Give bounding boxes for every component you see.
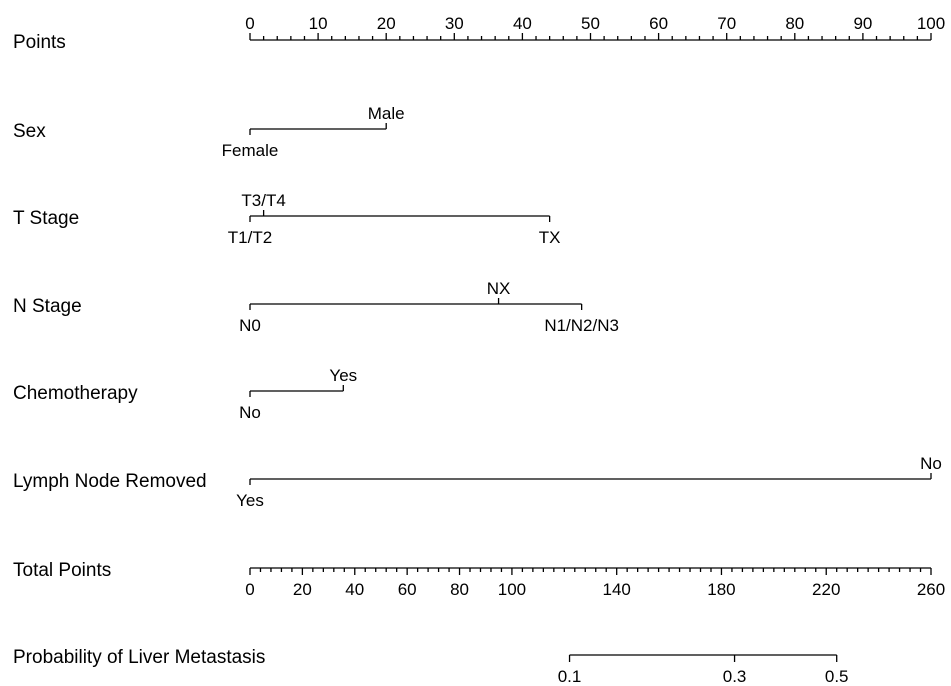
points-tick-label: 50 [581, 14, 600, 33]
row-labels: Points Sex T Stage N Stage Chemotherapy Lymph… [13, 32, 265, 668]
n-stage-level-label: NX [487, 279, 511, 298]
probability-tick-label: 0.5 [825, 667, 849, 686]
variable-scales: Female Male T1/T2 T3/T4 TX N0 NX N1/N2/N3 No Yes Y… [222, 104, 942, 510]
points-tick-label: 0 [245, 14, 254, 33]
chemotherapy-label: Chemotherapy [13, 383, 138, 404]
probability-axis: 0.1 0.3 0.5 [558, 654, 849, 686]
total-points-tick-label: 260 [917, 580, 945, 599]
t-stage-label: T Stage [13, 208, 79, 229]
total-points-tick-label: 80 [450, 580, 469, 599]
points-tick-label: 70 [717, 14, 736, 33]
probability-axis-label: Probability of Liver Metastasis [13, 647, 265, 668]
sex-level-label: Female [222, 141, 279, 160]
points-tick-label: 80 [785, 14, 804, 33]
lymph-node-removed-level-label: No [920, 454, 942, 473]
probability-tick-label: 0.1 [558, 667, 582, 686]
total-points-tick-label: 100 [498, 580, 526, 599]
total-points-tick-label: 20 [293, 580, 312, 599]
points-tick-label: 40 [513, 14, 532, 33]
total-points-tick-label: 180 [707, 580, 735, 599]
points-tick-label: 60 [649, 14, 668, 33]
points-tick-label: 90 [853, 14, 872, 33]
points-axis-label: Points [13, 32, 66, 53]
total-points-tick-label: 220 [812, 580, 840, 599]
probability-tick-label: 0.3 [723, 667, 747, 686]
n-stage-level-label: N1/N2/N3 [544, 316, 619, 335]
sex-level-label: Male [368, 104, 405, 123]
total-points-axis-label: Total Points [13, 560, 111, 581]
n-stage-label: N Stage [13, 296, 82, 317]
total-points-tick-label: 140 [603, 580, 631, 599]
n-stage-level-label: N0 [239, 316, 261, 335]
total-points-tick-label: 40 [345, 580, 364, 599]
t-stage-level-label: T3/T4 [241, 191, 285, 210]
sex-label: Sex [13, 121, 46, 142]
total-points-tick-label: 0 [245, 580, 254, 599]
lymph-node-removed-label: Lymph Node Removed [13, 471, 207, 492]
total-points-axis: 0 20 40 60 80 100 140 180 220 260 [245, 567, 945, 599]
chemotherapy-level-label: No [239, 403, 261, 422]
chemotherapy-level-label: Yes [329, 366, 357, 385]
points-tick-label: 10 [309, 14, 328, 33]
points-tick-label: 30 [445, 14, 464, 33]
t-stage-level-label: TX [539, 228, 561, 247]
total-points-tick-label: 60 [398, 580, 417, 599]
points-tick-label: 100 [917, 14, 945, 33]
t-stage-level-label: T1/T2 [228, 228, 272, 247]
points-tick-label: 20 [377, 14, 396, 33]
lymph-node-removed-level-label: Yes [236, 491, 264, 510]
points-axis: 0 10 20 30 40 50 60 70 80 90 100 [245, 14, 945, 41]
